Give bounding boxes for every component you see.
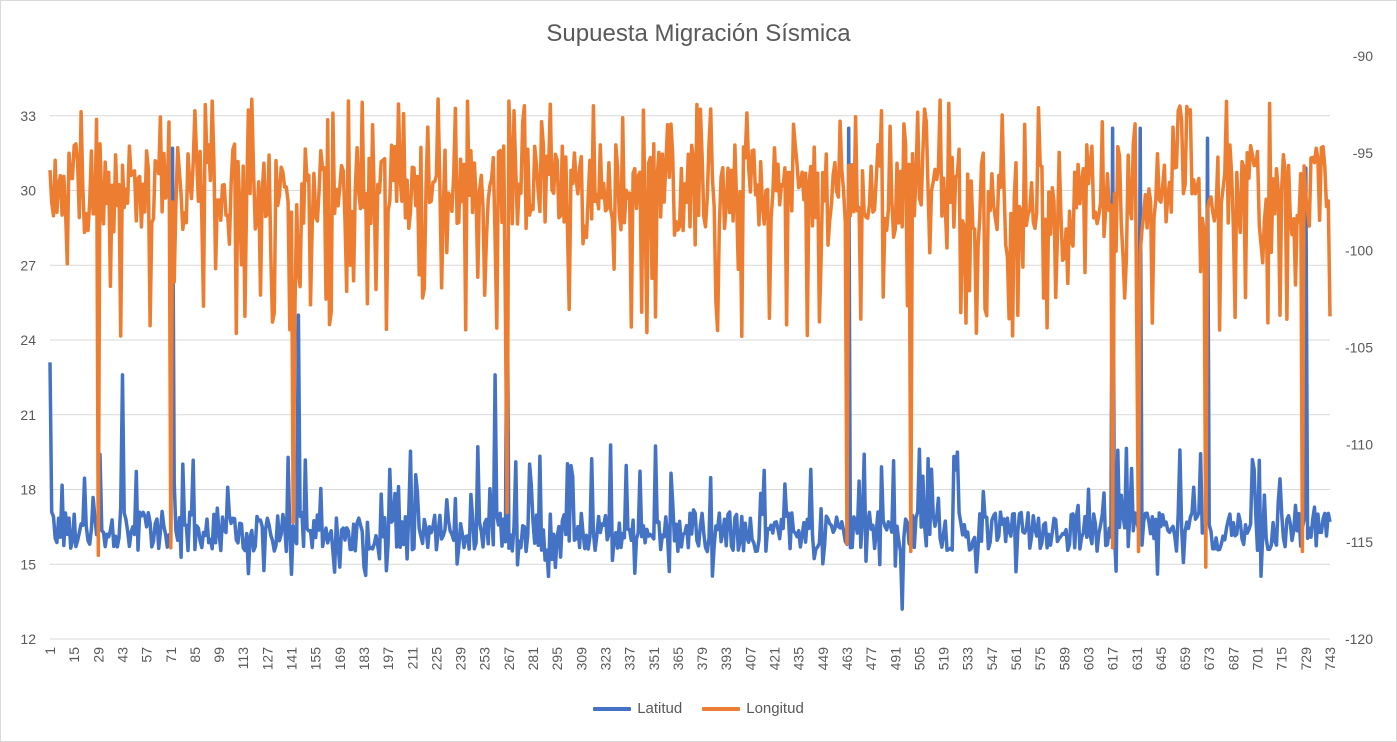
right-tick-label: -110 bbox=[1346, 437, 1373, 453]
x-tick-label: 603 bbox=[1080, 647, 1096, 671]
x-tick-label: 281 bbox=[525, 647, 541, 671]
x-tick-label: 351 bbox=[646, 647, 662, 671]
x-tick-label: 337 bbox=[622, 647, 638, 671]
left-tick-label: 24 bbox=[20, 332, 36, 348]
x-tick-label: 267 bbox=[501, 647, 517, 671]
right-tick-label: -90 bbox=[1353, 48, 1373, 64]
x-tick-label: 1 bbox=[42, 647, 58, 655]
x-tick-label: 463 bbox=[839, 647, 855, 671]
right-tick-label: -100 bbox=[1345, 242, 1373, 258]
x-axis-ticks: 1 15 29 43 57 71 85 99 113 127 141 155 169 183 197 211 2… bbox=[42, 647, 1338, 671]
x-tick-label: 295 bbox=[549, 647, 565, 671]
x-tick-label: 421 bbox=[767, 647, 783, 671]
x-tick-label: 519 bbox=[936, 647, 952, 671]
x-tick-label: 309 bbox=[573, 647, 589, 671]
legend: Latitud Longitud bbox=[0, 700, 1397, 717]
x-tick-label: 659 bbox=[1177, 647, 1193, 671]
x-tick-label: 645 bbox=[1153, 647, 1169, 671]
x-tick-label: 365 bbox=[670, 647, 686, 671]
x-tick-label: 155 bbox=[308, 647, 324, 671]
left-tick-label: 15 bbox=[20, 556, 36, 572]
x-tick-label: 631 bbox=[1129, 647, 1145, 671]
x-tick-label: 85 bbox=[187, 647, 203, 663]
x-tick-label: 533 bbox=[960, 647, 976, 671]
x-tick-label: 547 bbox=[984, 647, 1000, 671]
chart-title: Supuesta Migración Sísmica bbox=[546, 20, 851, 47]
right-tick-label: -95 bbox=[1353, 145, 1373, 161]
x-tick-label: 127 bbox=[259, 647, 275, 671]
legend-swatch-latitud bbox=[593, 706, 632, 711]
x-tick-label: 715 bbox=[1274, 647, 1290, 671]
x-tick-label: 253 bbox=[477, 647, 493, 671]
left-tick-label: 30 bbox=[20, 183, 36, 199]
x-tick-label: 701 bbox=[1250, 647, 1266, 671]
left-tick-label: 33 bbox=[20, 108, 36, 124]
legend-swatch-longitud bbox=[702, 706, 741, 711]
x-tick-label: 589 bbox=[1056, 647, 1072, 671]
x-tick-label: 673 bbox=[1201, 647, 1217, 671]
x-tick-label: 575 bbox=[1032, 647, 1048, 671]
x-tick-label: 57 bbox=[139, 647, 155, 663]
legend-item-longitud: Longitud bbox=[702, 700, 804, 717]
x-tick-label: 617 bbox=[1105, 647, 1121, 671]
x-tick-label: 239 bbox=[453, 647, 469, 671]
x-tick-label: 505 bbox=[911, 647, 927, 671]
right-axis-ticks: -120 -115 -110 -105 -100 -95 -90 bbox=[1345, 48, 1373, 647]
series-line-latitud bbox=[48, 126, 1332, 611]
x-tick-label: 15 bbox=[66, 647, 82, 663]
x-tick-label: 729 bbox=[1298, 647, 1314, 671]
x-tick-label: 211 bbox=[404, 647, 420, 670]
right-tick-label: -120 bbox=[1345, 631, 1373, 647]
x-tick-label: 449 bbox=[815, 647, 831, 671]
x-tick-label: 407 bbox=[742, 647, 758, 671]
x-tick-label: 113 bbox=[235, 647, 251, 670]
x-tick-label: 225 bbox=[428, 647, 444, 671]
legend-label-longitud: Longitud bbox=[746, 700, 804, 717]
x-tick-label: 29 bbox=[90, 647, 106, 663]
x-tick-label: 561 bbox=[1008, 647, 1024, 671]
series-lines bbox=[48, 97, 1332, 611]
legend-item-latitud: Latitud bbox=[593, 700, 682, 717]
x-tick-label: 169 bbox=[332, 647, 348, 671]
x-tick-label: 687 bbox=[1225, 647, 1241, 671]
x-tick-label: 743 bbox=[1322, 647, 1338, 671]
x-tick-label: 197 bbox=[380, 647, 396, 671]
x-tick-label: 71 bbox=[163, 647, 179, 663]
left-tick-label: 27 bbox=[20, 257, 36, 273]
left-tick-label: 12 bbox=[20, 631, 36, 647]
x-tick-label: 379 bbox=[694, 647, 710, 671]
x-tick-label: 491 bbox=[887, 647, 903, 671]
x-tick-label: 183 bbox=[356, 647, 372, 671]
x-tick-label: 477 bbox=[863, 647, 879, 671]
x-tick-label: 435 bbox=[791, 647, 807, 671]
left-axis-ticks: 12 15 18 21 24 27 30 33 bbox=[20, 108, 36, 647]
x-tick-label: 43 bbox=[114, 647, 130, 663]
x-tick-label: 99 bbox=[211, 647, 227, 663]
left-tick-label: 21 bbox=[20, 407, 36, 423]
x-tick-label: 141 bbox=[284, 647, 300, 671]
legend-label-latitud: Latitud bbox=[637, 700, 683, 717]
left-tick-label: 18 bbox=[20, 482, 36, 498]
x-tick-label: 393 bbox=[718, 647, 734, 671]
x-tick-label: 323 bbox=[597, 647, 613, 671]
right-tick-label: -105 bbox=[1345, 340, 1373, 356]
right-tick-label: -115 bbox=[1346, 534, 1373, 550]
series-line-longitud bbox=[48, 97, 1332, 569]
